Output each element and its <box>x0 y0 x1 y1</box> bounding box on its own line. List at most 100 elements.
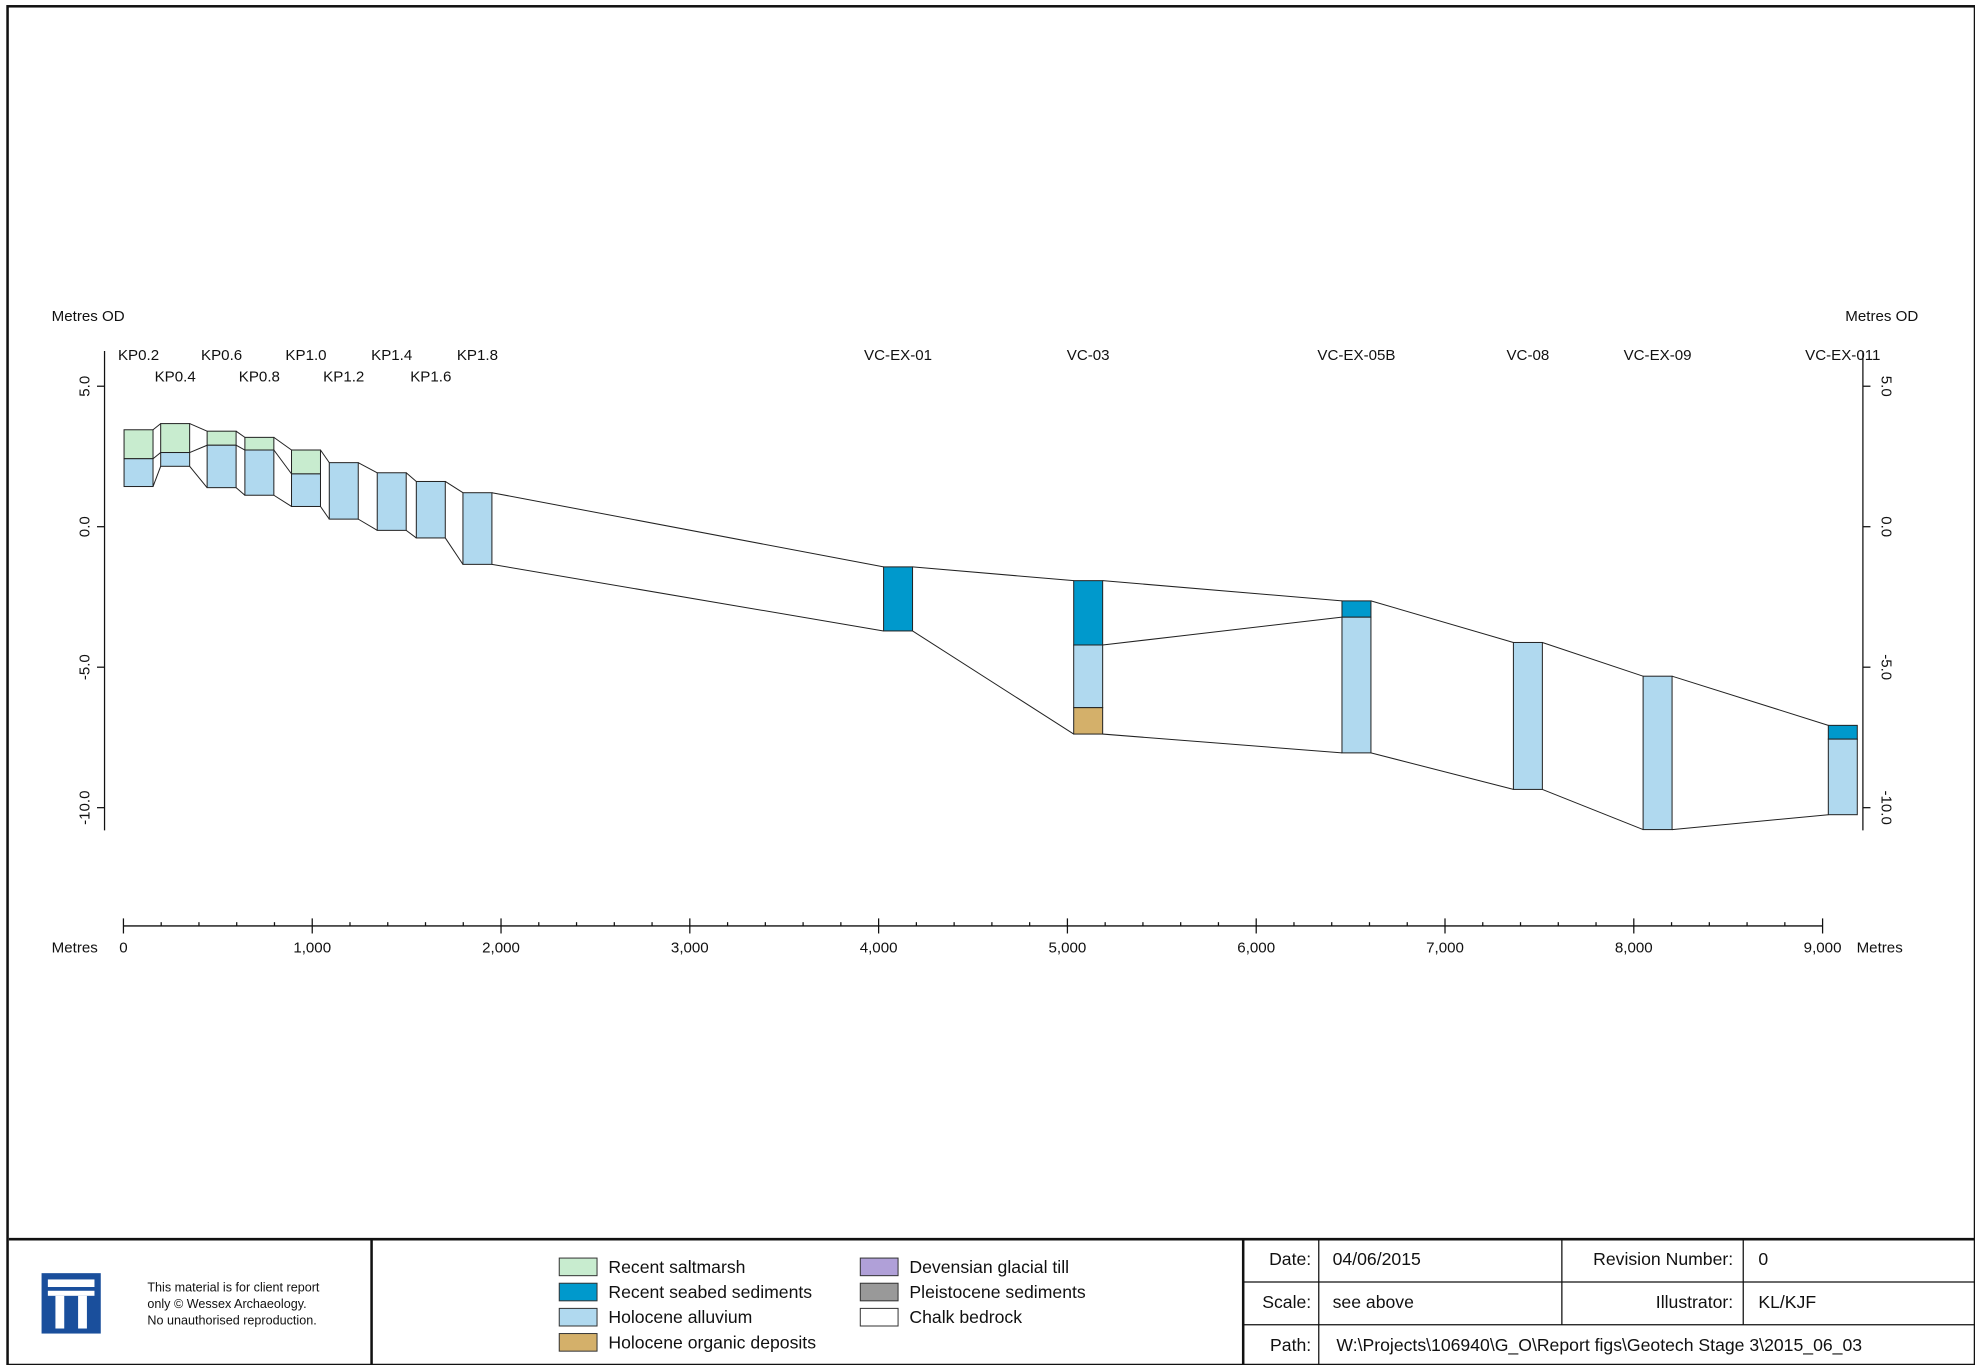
borehole-label: VC-03 <box>1067 347 1110 364</box>
layer <box>206 444 237 489</box>
correlation-line <box>189 444 208 453</box>
x-tick-label: 1,000 <box>293 940 331 957</box>
table-label: Date: <box>1269 1249 1311 1269</box>
borehole-label: KP1.0 <box>285 347 326 364</box>
layer <box>462 492 493 565</box>
correlation-line <box>273 436 292 451</box>
x-tick-label: 0 <box>119 940 127 957</box>
correlation-line <box>405 529 417 539</box>
x-tick-label: 2,000 <box>482 940 520 957</box>
legend-swatch <box>558 1257 598 1277</box>
table-value: KL/KJF <box>1758 1292 1816 1312</box>
layer <box>1827 738 1858 816</box>
y-tick-label: -10.0 <box>1878 790 1895 824</box>
borehole-label: VC-08 <box>1506 347 1549 364</box>
logo <box>41 1273 101 1334</box>
correlation-line <box>1542 788 1644 831</box>
legend-swatch <box>558 1307 598 1327</box>
borehole-label: KP0.6 <box>201 347 242 364</box>
borehole-label: KP0.8 <box>239 368 280 385</box>
layer <box>1073 580 1104 646</box>
layer <box>160 452 191 467</box>
logo-shape <box>78 1295 87 1329</box>
layer <box>376 472 407 531</box>
layer <box>1341 616 1372 754</box>
y-tick-label: 0.0 <box>77 516 94 537</box>
correlation-line <box>273 449 292 475</box>
frame <box>6 5 1975 1365</box>
borehole-label: KP1.6 <box>410 368 451 385</box>
legend-swatch <box>859 1282 899 1302</box>
correlation-line <box>235 487 246 496</box>
layer <box>1512 641 1543 790</box>
legend-label: Pleistocene sediments <box>909 1282 1085 1302</box>
legend-swatch <box>558 1282 598 1302</box>
correlation-line <box>152 452 161 460</box>
correlation-line <box>1102 616 1343 646</box>
y-tick-label: -10.0 <box>77 790 94 824</box>
borehole-label: VC-EX-011 <box>1805 347 1880 364</box>
x-tick-label: 8,000 <box>1615 940 1653 957</box>
legend-label: Recent seabed sediments <box>608 1282 812 1302</box>
notice: This material is for client report <box>147 1281 320 1295</box>
correlation-line <box>444 537 464 565</box>
x-tick-label: 9,000 <box>1804 940 1842 957</box>
layer <box>1073 644 1104 709</box>
layer <box>160 423 191 454</box>
layer <box>206 430 237 446</box>
borehole-label: VC-EX-05B <box>1317 347 1395 364</box>
y-axis-label: Metres OD <box>52 308 125 325</box>
legend-label: Recent saltmarsh <box>608 1257 745 1277</box>
layer <box>291 473 321 507</box>
layer <box>1642 675 1673 831</box>
correlation-line <box>912 566 1074 582</box>
correlation-line <box>189 423 208 432</box>
y-tick-label: -5.0 <box>1878 654 1895 680</box>
notice: only © Wessex Archaeology. <box>147 1297 306 1311</box>
layer <box>123 458 154 488</box>
x-tick-label: 6,000 <box>1237 940 1275 957</box>
correlation-line <box>320 506 330 520</box>
logo-shape <box>47 1279 95 1287</box>
correlation-line <box>358 462 378 474</box>
correlation-line <box>1672 814 1829 831</box>
table-label: Scale: <box>1262 1292 1311 1312</box>
correlation-line <box>235 430 246 438</box>
correlation-line <box>189 465 208 488</box>
logo-shape <box>47 1290 95 1296</box>
correlation-line <box>1102 580 1343 602</box>
layer <box>1341 600 1372 618</box>
borehole-label: KP0.4 <box>155 368 196 385</box>
notice: No unauthorised reproduction. <box>147 1313 316 1327</box>
layer <box>244 436 275 451</box>
layer <box>328 462 359 520</box>
layer <box>1827 724 1858 740</box>
x-tick-label: 3,000 <box>671 940 709 957</box>
layer <box>415 480 446 539</box>
logo-shape <box>55 1295 65 1329</box>
table-label: Revision Number: <box>1593 1249 1733 1269</box>
x-tick-label: 5,000 <box>1049 940 1087 957</box>
table-label: Illustrator: <box>1656 1292 1733 1312</box>
correlation-line <box>1542 641 1644 677</box>
correlation-line <box>273 494 292 507</box>
table-value: 0 <box>1758 1249 1768 1269</box>
legend-label: Holocene alluvium <box>608 1307 752 1327</box>
legend-label: Chalk bedrock <box>909 1307 1022 1327</box>
x-tick-label: 7,000 <box>1426 940 1464 957</box>
correlation-line <box>491 492 884 568</box>
y-tick-label: 0.0 <box>1878 516 1895 537</box>
correlation-line <box>491 563 884 632</box>
correlation-line <box>152 466 162 487</box>
correlation-line <box>912 630 1074 735</box>
layer <box>883 566 914 632</box>
borehole-label: VC-EX-09 <box>1624 347 1692 364</box>
correlation-line <box>1102 733 1343 754</box>
correlation-line <box>1370 600 1514 643</box>
layer <box>244 449 275 496</box>
borehole-label: KP0.2 <box>118 347 159 364</box>
table-value: W:\Projects\106940\G_O\Report figs\Geote… <box>1336 1335 1862 1356</box>
correlation-line <box>445 481 464 494</box>
correlation-line <box>1370 752 1514 790</box>
